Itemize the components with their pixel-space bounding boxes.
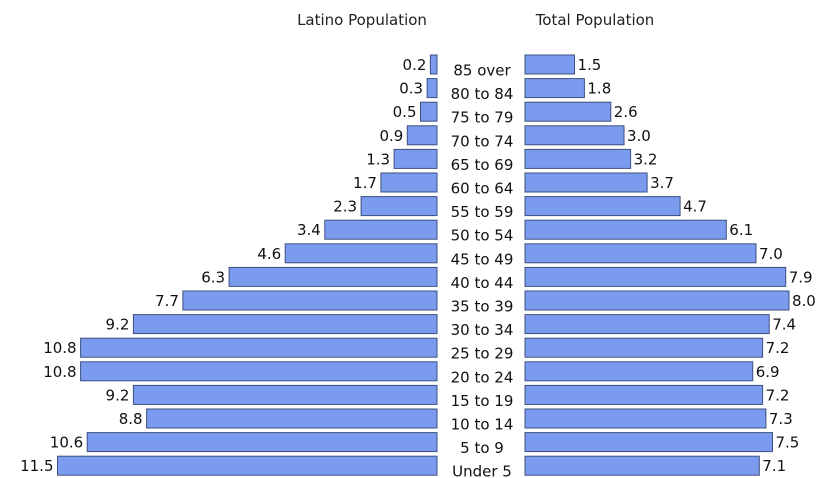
age-group-label: 85 over [453,62,511,80]
latino-value-label: 8.8 [119,410,143,428]
latino-bar [420,101,438,122]
age-group-label: 55 to 59 [451,203,514,221]
age-group-label: 50 to 54 [451,227,514,245]
total-value-label: 6.1 [729,221,753,239]
total-bar [524,101,612,122]
latino-value-label: 0.9 [379,127,403,145]
latino-value-label: 2.3 [333,198,357,216]
age-group-label: 5 to 9 [460,439,504,457]
latino-value-label: 1.3 [366,150,390,168]
total-value-label: 7.3 [769,410,793,428]
age-group-label: 40 to 44 [451,274,514,292]
total-value-label: 3.7 [650,174,674,192]
latino-value-label: 11.5 [20,457,53,475]
total-value-label: 6.9 [756,363,780,381]
bars-group: 0.2 1.5 85 over 0.3 1.8 80 to 84 0.5 2.6 75 to 7… [20,54,816,478]
latino-bar [132,314,438,335]
latino-bar [393,148,438,169]
age-group-label: 80 to 84 [451,85,514,103]
latino-value-label: 0.3 [399,80,423,98]
age-group-label: 25 to 29 [451,345,514,363]
age-group-label: 10 to 14 [451,416,514,434]
latino-bar [146,408,438,429]
total-bar [524,432,773,453]
latino-value-label: 4.6 [257,245,281,263]
total-bar [524,172,648,193]
latino-bar [406,125,438,146]
total-value-label: 3.0 [627,127,651,145]
age-group-label: 30 to 34 [451,321,514,339]
age-group-label: 20 to 24 [451,368,514,386]
total-population-title: Total Population [535,11,655,29]
age-group-label: 15 to 19 [451,392,514,410]
total-bar [524,361,754,382]
latino-bar [80,361,438,382]
latino-value-label: 3.4 [297,221,321,239]
total-bar [524,266,787,287]
total-value-label: 3.2 [634,150,658,168]
total-value-label: 7.2 [766,386,790,404]
latino-value-label: 7.7 [155,292,179,310]
latino-value-label: 10.8 [43,363,76,381]
total-bar [524,148,632,169]
total-value-label: 7.2 [766,339,790,357]
latino-value-label: 0.5 [393,103,417,121]
total-value-label: 7.9 [789,268,813,286]
total-bar [524,314,770,335]
total-bar [524,196,681,217]
latino-bar [182,290,438,311]
total-value-label: 1.5 [578,56,602,74]
total-bar [524,384,764,405]
total-bar [524,290,790,311]
latino-bar [360,196,438,217]
total-bar [524,337,764,358]
latino-value-label: 9.2 [106,386,130,404]
total-value-label: 7.5 [776,434,800,452]
total-value-label: 7.4 [772,316,796,334]
total-bar [524,455,760,476]
total-bar [524,54,575,75]
age-group-label: 45 to 49 [451,250,514,268]
latino-value-label: 6.3 [201,268,225,286]
age-group-label: Under 5 [452,463,512,478]
latino-bar [426,78,438,99]
latino-value-label: 1.7 [353,174,377,192]
latino-bar [132,384,438,405]
age-group-label: 60 to 64 [451,180,514,198]
latino-bar [284,243,438,264]
latino-bar [324,219,438,240]
age-group-label: 75 to 79 [451,109,514,127]
latino-bar [228,266,438,287]
age-group-label: 35 to 39 [451,298,514,316]
total-value-label: 7.1 [762,457,786,475]
total-bar [524,408,767,429]
latino-value-label: 10.8 [43,339,76,357]
total-bar [524,125,625,146]
total-value-label: 8.0 [792,292,816,310]
total-bar [524,243,757,264]
latino-value-label: 10.6 [50,434,83,452]
total-value-label: 4.7 [683,198,707,216]
latino-value-label: 9.2 [106,316,130,334]
latino-population-title: Latino Population [297,11,427,29]
latino-value-label: 0.2 [403,56,427,74]
latino-bar [380,172,438,193]
latino-bar [429,54,438,75]
latino-bar [86,432,438,453]
age-group-label: 70 to 74 [451,132,514,150]
total-bar [524,219,727,240]
total-value-label: 2.6 [614,103,638,121]
total-value-label: 7.0 [759,245,783,263]
total-value-label: 1.8 [587,80,611,98]
total-bar [524,78,585,99]
age-group-label: 65 to 69 [451,156,514,174]
latino-bar [57,455,438,476]
latino-bar [80,337,438,358]
